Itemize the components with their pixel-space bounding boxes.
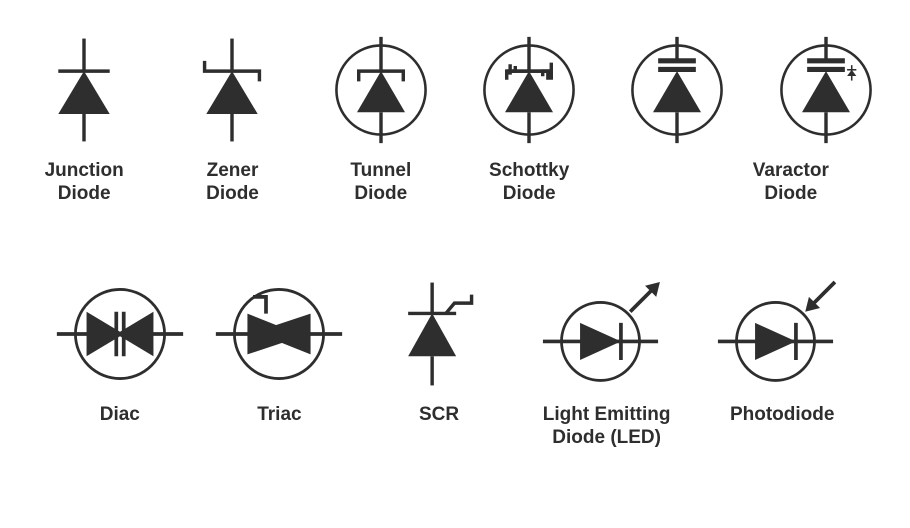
label-schottky: Schottky Diode	[489, 160, 569, 206]
row-1: Junction Diode Zener Diode	[10, 20, 900, 264]
label-zener: Zener Diode	[206, 160, 259, 206]
varactor-diode-icon-b	[756, 20, 896, 160]
scr-icon	[369, 264, 509, 404]
zener-diode-icon	[162, 20, 302, 160]
symbol-varactor-a	[603, 20, 751, 264]
tunnel-diode-icon	[311, 20, 451, 160]
label-triac: Triac	[257, 404, 301, 427]
diode-symbol-grid: Junction Diode Zener Diode	[0, 0, 910, 528]
symbol-varactor-b: Varactor Diode	[752, 20, 900, 264]
label-photodiode: Photodiode	[730, 404, 834, 427]
symbol-scr: SCR	[359, 264, 519, 508]
label-junction: Junction Diode	[45, 160, 124, 206]
junction-diode-icon	[14, 20, 154, 160]
label-scr: SCR	[419, 404, 459, 427]
led-icon	[537, 264, 677, 404]
symbol-led: Light Emitting Diode (LED)	[519, 264, 695, 508]
label-diac: Diac	[100, 404, 140, 427]
photodiode-icon	[712, 264, 852, 404]
diac-icon	[50, 264, 190, 404]
row-2: Diac Triac	[10, 264, 900, 508]
label-tunnel: Tunnel Diode	[350, 160, 411, 206]
label-led: Light Emitting Diode (LED)	[543, 404, 671, 450]
symbol-tunnel: Tunnel Diode	[307, 20, 455, 264]
label-varactor: Varactor Diode	[682, 160, 900, 206]
symbol-schottky: Schottky Diode	[455, 20, 603, 264]
triac-icon	[209, 264, 349, 404]
schottky-diode-icon	[459, 20, 599, 160]
symbol-zener: Zener Diode	[158, 20, 306, 264]
symbol-photodiode: Photodiode	[694, 264, 870, 508]
symbol-diac: Diac	[40, 264, 200, 508]
symbol-triac: Triac	[200, 264, 360, 508]
varactor-diode-icon-a	[607, 20, 747, 160]
symbol-junction: Junction Diode	[10, 20, 158, 264]
